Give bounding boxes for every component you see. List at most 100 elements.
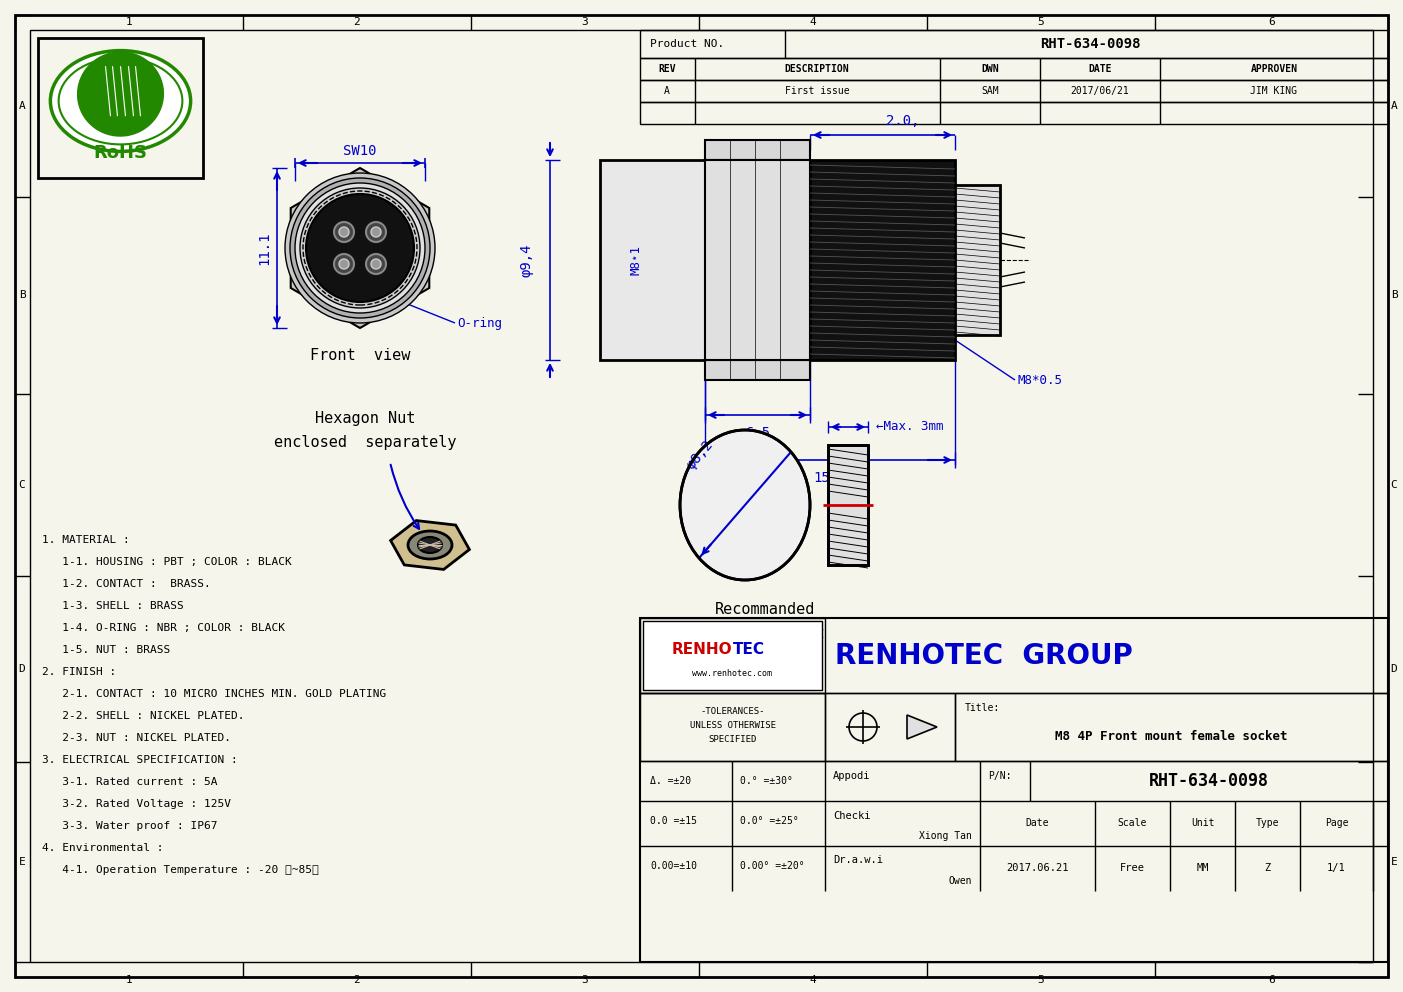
Text: RENHOTEC  GROUP: RENHOTEC GROUP [835,642,1132,670]
Text: 6: 6 [1268,975,1275,985]
Text: Panel cut-out: Panel cut-out [706,626,825,641]
Text: 1-3. SHELL : BRASS: 1-3. SHELL : BRASS [42,601,184,611]
Circle shape [334,222,354,242]
Text: Dr.a.w.i: Dr.a.w.i [833,855,882,865]
Text: Page: Page [1324,818,1348,828]
Text: ←Max. 3mm: ←Max. 3mm [875,421,943,434]
Text: M8*0.5: M8*0.5 [1017,374,1062,387]
Circle shape [306,194,414,302]
Text: 15.5: 15.5 [814,471,847,485]
Text: φ8,2: φ8,2 [683,437,716,472]
Circle shape [340,259,349,269]
Text: 3: 3 [582,975,588,985]
Polygon shape [704,360,810,380]
Text: 1-5. NUT : BRASS: 1-5. NUT : BRASS [42,645,170,655]
Circle shape [290,178,429,318]
Text: 6,5: 6,5 [745,426,770,440]
Text: A: A [1390,101,1397,111]
Polygon shape [704,140,810,160]
Text: 2-3. NUT : NICKEL PLATED.: 2-3. NUT : NICKEL PLATED. [42,733,231,743]
Bar [38,38,203,178]
Text: Unit: Unit [1191,818,1214,828]
Text: Product NO.: Product NO. [650,39,724,49]
Text: Xiong Tan: Xiong Tan [919,831,972,841]
Text: 2: 2 [354,17,361,27]
Text: E: E [1390,857,1397,867]
Text: DESCRIPTION: DESCRIPTION [784,64,849,74]
Bar [955,185,1000,335]
Ellipse shape [408,531,452,559]
Circle shape [370,259,382,269]
Text: 2. FINISH :: 2. FINISH : [42,667,116,677]
Text: RoHS: RoHS [94,144,147,162]
Text: 4: 4 [810,17,817,27]
Bar [640,58,1388,80]
Polygon shape [290,168,429,328]
Text: 3-3. Water proof : IP67: 3-3. Water proof : IP67 [42,821,217,831]
Text: 4-1. Operation Temperature : -20 ℃~85℃: 4-1. Operation Temperature : -20 ℃~85℃ [42,865,318,875]
Bar [704,160,810,360]
Text: SPECIFIED: SPECIFIED [709,734,756,743]
Text: 3: 3 [582,17,588,27]
Text: 1-1. HOUSING : PBT ; COLOR : BLACK: 1-1. HOUSING : PBT ; COLOR : BLACK [42,557,292,567]
Text: 1. MATERIAL :: 1. MATERIAL : [42,535,129,545]
Bar [640,618,825,693]
Circle shape [295,183,425,313]
Text: A: A [664,86,671,96]
Text: Checki: Checki [833,811,870,821]
Circle shape [366,222,386,242]
Text: Title:: Title: [965,703,1000,713]
Text: 1: 1 [126,17,132,27]
Text: 5: 5 [1038,17,1044,27]
Bar [640,30,1388,58]
Text: 4. Environmental :: 4. Environmental : [42,843,164,853]
Polygon shape [390,521,470,569]
Text: C: C [1390,480,1397,490]
Text: M8 4P Front mount female socket: M8 4P Front mount female socket [1055,729,1288,742]
Text: 2017/06/21: 2017/06/21 [1070,86,1129,96]
Bar [640,102,1388,124]
Text: B: B [1390,291,1397,301]
Ellipse shape [418,537,442,553]
Text: DWN: DWN [981,64,999,74]
Text: 5: 5 [1038,975,1044,985]
Text: 1/1: 1/1 [1327,863,1345,873]
Ellipse shape [77,52,163,136]
Circle shape [300,188,419,308]
Text: enclosed  separately: enclosed separately [274,435,456,450]
Text: A: A [18,101,25,111]
Bar [810,160,955,360]
Text: Date: Date [1026,818,1049,828]
Text: Type: Type [1256,818,1280,828]
Text: 2-1. CONTACT : 10 MICRO INCHES MIN. GOLD PLATING: 2-1. CONTACT : 10 MICRO INCHES MIN. GOLD… [42,689,386,699]
Text: E: E [18,857,25,867]
Ellipse shape [51,51,191,152]
Text: RENHO: RENHO [672,643,732,658]
Text: Free: Free [1120,863,1145,873]
Text: 0.0 =±15: 0.0 =±15 [650,816,697,826]
Text: D: D [1390,664,1397,674]
Text: Owen: Owen [948,876,972,886]
Text: 1-2. CONTACT :  BRASS.: 1-2. CONTACT : BRASS. [42,579,210,589]
Text: 3. ELECTRICAL SPECIFICATION :: 3. ELECTRICAL SPECIFICATION : [42,755,237,765]
Circle shape [285,173,435,323]
Text: TEC: TEC [732,643,765,658]
Text: JIM KING: JIM KING [1250,86,1298,96]
Text: D: D [18,664,25,674]
Text: 1: 1 [126,975,132,985]
Text: 2.0,: 2.0, [885,114,919,128]
Text: 11.1: 11.1 [257,231,271,265]
Circle shape [334,254,354,274]
Text: -TOLERANCES-: -TOLERANCES- [700,706,765,715]
Text: RHT-634-0098: RHT-634-0098 [1040,37,1141,51]
Text: MM: MM [1197,863,1209,873]
Bar [640,693,825,761]
Text: Appodi: Appodi [833,771,870,781]
Bar [825,693,955,761]
Text: 2-2. SHELL : NICKEL PLATED.: 2-2. SHELL : NICKEL PLATED. [42,711,244,721]
Text: First issue: First issue [784,86,849,96]
Text: 3-2. Rated Voltage : 125V: 3-2. Rated Voltage : 125V [42,799,231,809]
Bar [828,445,868,565]
Text: 6: 6 [1268,17,1275,27]
Text: Recommanded: Recommanded [714,602,815,617]
